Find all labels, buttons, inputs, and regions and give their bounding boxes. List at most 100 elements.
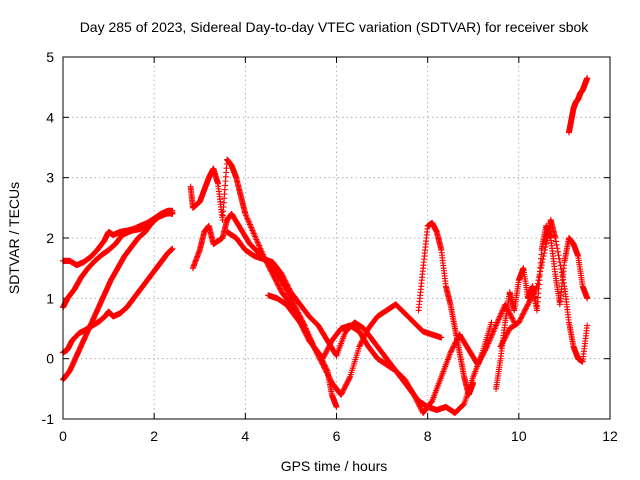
data-point-track-k: [504, 329, 511, 336]
data-point-track-k: [556, 255, 563, 262]
x-tick-label: 0: [59, 428, 67, 444]
data-point-track-h: [451, 341, 458, 348]
data-point-track-h: [481, 347, 488, 354]
data-point-track-f: [294, 308, 301, 315]
data-point-track-f: [292, 304, 299, 311]
data-point-track-f: [346, 375, 353, 382]
data-point-track-k: [539, 256, 546, 263]
data-point-track-h: [306, 335, 313, 342]
data-point-track-k: [520, 310, 527, 317]
data-point-track-f: [342, 382, 349, 389]
data-point-track-k: [529, 292, 536, 299]
chart-title: Day 285 of 2023, Sidereal Day-to-day VTE…: [80, 19, 590, 35]
data-point-track-k: [522, 306, 529, 313]
data-point-track-e: [272, 276, 279, 283]
data-point-track-k: [584, 322, 591, 329]
data-point-track-h: [507, 311, 514, 318]
data-point-track-k: [554, 248, 561, 255]
data-point-track-e: [274, 281, 281, 288]
y-tick-label: 0: [46, 351, 54, 367]
data-point-track-h: [324, 346, 331, 353]
data-point-track-k: [532, 285, 539, 292]
data-point-track-f: [295, 310, 302, 317]
data-point-track-a: [169, 245, 176, 252]
data-point-track-k: [528, 294, 535, 301]
data-point-track-h: [325, 345, 332, 352]
data-point-track-f: [326, 374, 333, 381]
data-point-track-h: [309, 341, 316, 348]
data-point-track-l: [584, 75, 591, 82]
data-point-track-k: [518, 314, 525, 321]
data-point-track-g: [284, 281, 291, 288]
data-point-track-h: [417, 404, 424, 411]
data-point-track-k: [533, 284, 540, 291]
data-point-track-h: [326, 341, 333, 348]
data-point-track-k: [521, 309, 528, 316]
data-point-track-h: [474, 361, 481, 368]
data-point-track-k: [500, 338, 507, 345]
x-tick-label: 4: [241, 428, 249, 444]
data-point-track-h: [447, 349, 454, 356]
data-point-track-h: [412, 395, 419, 402]
data-point-track-k: [503, 331, 510, 338]
data-point-track-h: [480, 351, 487, 358]
x-axis-label: GPS time / hours: [281, 458, 388, 474]
data-point-track-h: [304, 331, 311, 338]
data-point-track-k: [523, 303, 530, 310]
data-point-track-f: [345, 377, 352, 384]
data-point-track-h: [502, 301, 509, 308]
data-point-track-f: [323, 368, 330, 375]
data-point-track-f: [290, 300, 297, 307]
data-point-track-h: [307, 337, 314, 344]
data-point-track-f: [341, 385, 348, 392]
data-point-track-k: [552, 238, 559, 245]
data-point-track-k: [498, 342, 505, 349]
data-point-track-h: [481, 348, 488, 355]
data-point-track-h: [508, 314, 515, 321]
data-point-track-k: [498, 341, 505, 348]
y-tick-label: 3: [46, 170, 54, 186]
data-point-track-g: [278, 271, 285, 278]
data-point-track-k: [500, 337, 507, 344]
data-points: [60, 75, 591, 416]
data-point-track-h: [321, 351, 328, 358]
data-point-track-f: [326, 375, 333, 382]
data-point-track-f: [325, 372, 332, 379]
data-point-track-k: [537, 268, 544, 275]
data-point-track-h: [482, 346, 489, 353]
data-point-track-h: [414, 399, 421, 406]
data-point-track-f: [322, 366, 329, 373]
data-point-track-k: [530, 291, 537, 298]
y-axis-label: SDTVAR / TECUs: [6, 182, 22, 294]
data-point-track-k: [541, 250, 548, 257]
data-point-track-g: [283, 280, 290, 287]
data-point-track-e: [272, 277, 279, 284]
data-point-track-h: [450, 344, 457, 351]
data-point-track-h: [305, 333, 312, 340]
data-point-track-k: [532, 287, 539, 294]
data-point-track-k: [505, 328, 512, 335]
data-point-track-k: [501, 335, 508, 342]
data-point-track-k: [540, 253, 547, 260]
data-point-track-h: [323, 347, 330, 354]
data-point-track-k: [558, 266, 565, 273]
data-point-track-g: [280, 275, 287, 282]
data-point-track-k: [528, 293, 535, 300]
data-point-track-f: [289, 299, 296, 306]
data-point-track-f: [357, 341, 364, 348]
data-point-track-f: [291, 301, 298, 308]
data-point-track-k: [541, 247, 548, 254]
data-point-track-f: [321, 364, 328, 371]
data-point-track-h: [413, 397, 420, 404]
data-point-track-h: [480, 350, 487, 357]
data-point-track-g: [282, 277, 289, 284]
data-point-track-f: [338, 391, 345, 398]
data-point-track-k: [559, 272, 566, 279]
data-point-track-i: [470, 379, 477, 386]
data-point-track-h: [415, 400, 422, 407]
data-point-track-k: [499, 339, 506, 346]
data-point-track-h: [302, 328, 309, 335]
data-point-track-e: [276, 284, 283, 291]
x-tick-label: 2: [150, 428, 158, 444]
data-point-track-h: [475, 360, 482, 367]
